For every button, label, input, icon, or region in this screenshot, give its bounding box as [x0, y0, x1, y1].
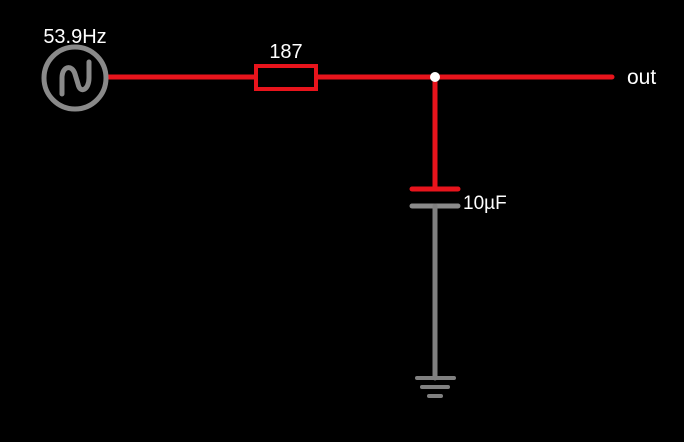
resistor-body [254, 64, 318, 91]
sine-wave-glyph [59, 59, 92, 97]
source-frequency-label: 53.9Hz [43, 26, 106, 48]
junction-node[interactable] [430, 72, 440, 82]
capacitor-value-label: 10µF [463, 193, 507, 214]
resistor[interactable]: 187 [254, 41, 318, 91]
ac-source[interactable]: 53.9Hz [41, 26, 109, 112]
resistor-value-label: 187 [269, 41, 302, 63]
output-label: out [627, 66, 656, 89]
live-wires [105, 74, 615, 192]
ground-icon[interactable] [415, 376, 456, 398]
ac-sine-source-icon [41, 44, 109, 112]
capacitor[interactable]: 10µF [409, 186, 507, 214]
